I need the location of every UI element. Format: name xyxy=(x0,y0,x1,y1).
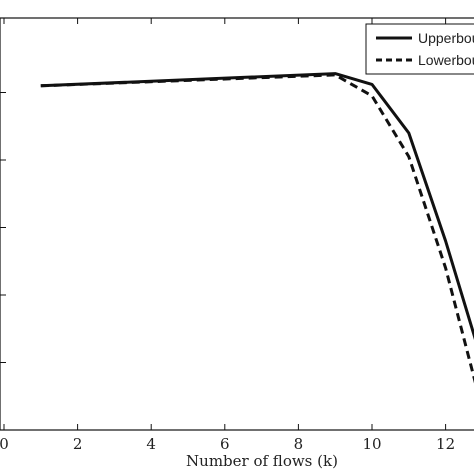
x-tick-label: 12 xyxy=(436,435,455,453)
x-tick-label: 6 xyxy=(220,435,230,453)
legend: Upperbound Lowerbound xyxy=(365,23,474,75)
legend-label-lowerbound: Lowerbound xyxy=(418,52,474,68)
x-tick-label: 0 xyxy=(0,435,9,453)
x-tick-label: 10 xyxy=(362,435,381,453)
x-tick-label: 4 xyxy=(146,435,156,453)
x-tick-label: 8 xyxy=(294,435,304,453)
legend-box xyxy=(365,23,474,75)
plot-axes xyxy=(0,17,474,431)
x-tick-labels: 0 2 4 6 8 10 12 xyxy=(0,435,455,453)
legend-label-upperbound: Upperbound xyxy=(418,30,474,46)
series-lines xyxy=(40,72,474,384)
x-axis-label: Number of flows (k) xyxy=(186,452,338,470)
plot-frame xyxy=(0,17,474,431)
x-tick-label: 2 xyxy=(73,435,83,453)
tick-marks xyxy=(0,18,447,430)
series-line-lowerbound xyxy=(40,73,474,384)
series-line-upperbound xyxy=(40,72,474,340)
